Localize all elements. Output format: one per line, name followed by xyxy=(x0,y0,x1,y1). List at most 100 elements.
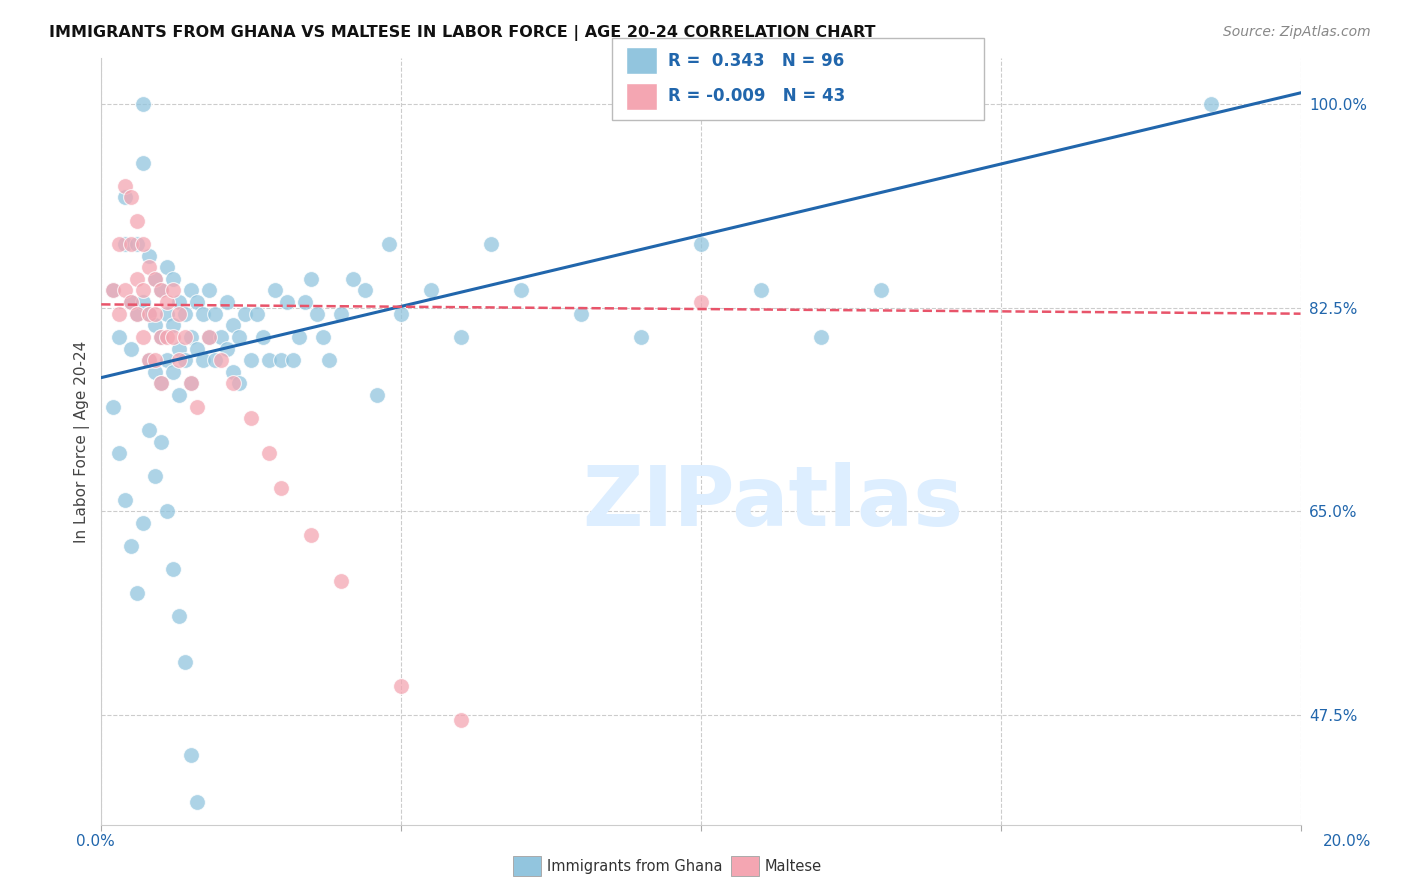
Point xyxy=(240,353,263,368)
Point xyxy=(143,272,166,286)
Point xyxy=(150,376,173,391)
Text: IMMIGRANTS FROM GHANA VS MALTESE IN LABOR FORCE | AGE 20-24 CORRELATION CHART: IMMIGRANTS FROM GHANA VS MALTESE IN LABO… xyxy=(49,25,876,41)
Point xyxy=(103,400,125,414)
Point xyxy=(156,307,179,321)
Point xyxy=(138,260,160,275)
Point xyxy=(156,504,179,518)
Point xyxy=(198,330,221,344)
Point xyxy=(288,330,311,344)
Text: 20.0%: 20.0% xyxy=(1323,834,1371,848)
Point xyxy=(209,353,232,368)
Point xyxy=(127,272,149,286)
Point xyxy=(150,434,173,449)
Point xyxy=(186,295,208,310)
Point xyxy=(156,295,179,310)
Point xyxy=(257,446,280,460)
Point xyxy=(138,353,160,368)
Point xyxy=(276,295,298,310)
Point xyxy=(162,562,184,576)
Point xyxy=(167,353,190,368)
Point xyxy=(270,481,292,495)
Point xyxy=(167,342,190,356)
Point xyxy=(138,307,160,321)
Point xyxy=(174,307,197,321)
Point xyxy=(156,353,179,368)
Point xyxy=(294,295,316,310)
Point xyxy=(342,272,364,286)
Point xyxy=(156,260,179,275)
Point xyxy=(132,330,155,344)
Point xyxy=(198,284,221,298)
Point xyxy=(186,795,208,809)
Point xyxy=(132,516,155,530)
Point xyxy=(389,307,412,321)
Text: Immigrants from Ghana: Immigrants from Ghana xyxy=(547,859,723,873)
Point xyxy=(143,353,166,368)
Point xyxy=(120,236,142,251)
Point xyxy=(510,284,533,298)
Point xyxy=(689,236,711,251)
Point xyxy=(114,190,136,204)
Point xyxy=(114,178,136,193)
Point xyxy=(246,307,269,321)
Point xyxy=(193,307,215,321)
Point xyxy=(162,365,184,379)
Text: ZIPatlas: ZIPatlas xyxy=(582,462,963,543)
Point xyxy=(252,330,274,344)
Point xyxy=(138,307,160,321)
Point xyxy=(233,307,256,321)
Point xyxy=(299,272,322,286)
Point xyxy=(143,469,166,483)
Text: 0.0%: 0.0% xyxy=(76,834,115,848)
Point xyxy=(120,190,142,204)
Text: Source: ZipAtlas.com: Source: ZipAtlas.com xyxy=(1223,25,1371,39)
Point xyxy=(307,307,329,321)
Point xyxy=(132,97,155,112)
Point xyxy=(198,330,221,344)
Point xyxy=(228,376,250,391)
Point xyxy=(193,353,215,368)
Point xyxy=(114,284,136,298)
Point xyxy=(330,307,353,321)
Point xyxy=(156,330,179,344)
Point xyxy=(240,411,263,425)
Text: R =  0.343   N = 96: R = 0.343 N = 96 xyxy=(668,52,844,70)
Point xyxy=(150,284,173,298)
Point xyxy=(143,318,166,333)
Point xyxy=(217,342,239,356)
Point xyxy=(180,284,202,298)
Point xyxy=(127,307,149,321)
Point xyxy=(479,236,502,251)
Point xyxy=(186,400,208,414)
Point xyxy=(138,249,160,263)
Point xyxy=(174,330,197,344)
Point xyxy=(420,284,443,298)
Point xyxy=(108,446,131,460)
Point xyxy=(312,330,335,344)
Point xyxy=(167,608,190,623)
Point xyxy=(132,236,155,251)
Text: Maltese: Maltese xyxy=(765,859,823,873)
Point xyxy=(132,295,155,310)
Point xyxy=(281,353,304,368)
Point xyxy=(143,272,166,286)
Point xyxy=(630,330,652,344)
Point xyxy=(167,307,190,321)
Point xyxy=(108,330,131,344)
Point xyxy=(120,295,142,310)
Point xyxy=(143,307,166,321)
Point xyxy=(162,318,184,333)
Point xyxy=(330,574,353,588)
Point xyxy=(120,342,142,356)
Point xyxy=(299,527,322,541)
Point xyxy=(180,376,202,391)
Point xyxy=(869,284,891,298)
Point xyxy=(378,236,401,251)
Point xyxy=(108,307,131,321)
Point xyxy=(127,213,149,227)
Point xyxy=(318,353,340,368)
Point xyxy=(103,284,125,298)
Point xyxy=(204,353,226,368)
Point xyxy=(150,330,173,344)
Point xyxy=(209,330,232,344)
